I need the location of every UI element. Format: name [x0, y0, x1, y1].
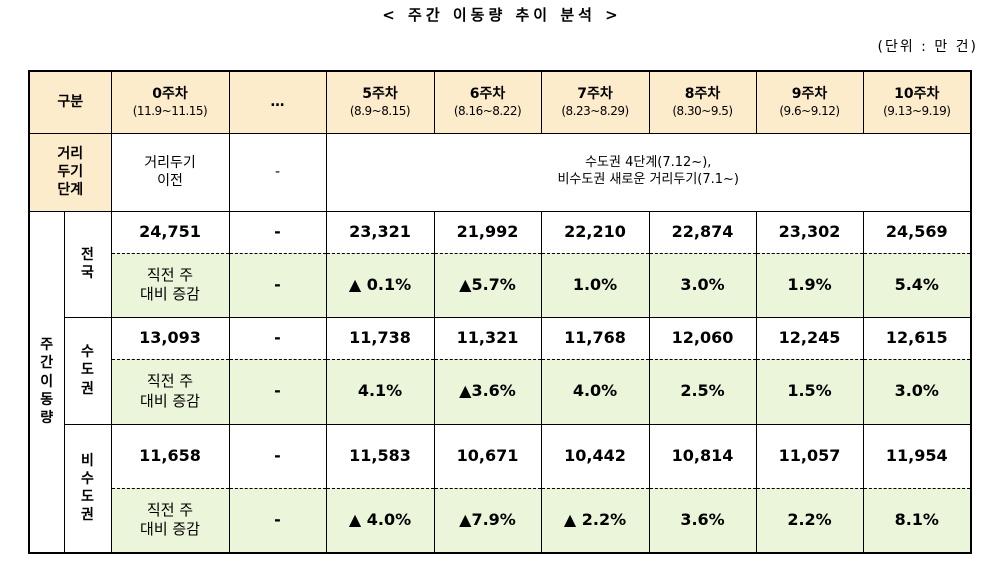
header-cell: … — [228, 70, 327, 134]
week: 8주차 — [684, 86, 721, 103]
count: 11,954 — [862, 423, 972, 489]
count: 11,768 — [540, 316, 650, 360]
title: < 주간 이동량 추이 분석 > — [382, 6, 622, 24]
count: - — [228, 316, 327, 360]
header-cell: 10주차 (9.13~9.19) — [862, 70, 972, 134]
row: 구분 0주차 (11.9~11.15)… 5주차 (8.9~8.15) 6주차 (8.16~… — [28, 70, 972, 134]
cell: 수도권 4단계(7.12~), 비수도권 새로운 거리두기(7.1~) — [325, 132, 972, 212]
header-cell: 9주차 (9.6~9.12) — [755, 70, 864, 134]
change: ▲ 4.0% — [325, 487, 435, 554]
period: (11.9~11.15) — [132, 103, 208, 118]
group-label: 주 간 이 동 량 — [28, 210, 65, 554]
count: 10,442 — [540, 423, 650, 489]
count: - — [228, 423, 327, 489]
count: 11,658 — [110, 423, 230, 489]
change: 1.5% — [755, 358, 864, 425]
period: (9.6~9.12) — [779, 103, 840, 118]
count: 23,321 — [325, 210, 435, 254]
count: 11,057 — [755, 423, 864, 489]
week: 0주차 — [152, 86, 188, 103]
count: 24,569 — [862, 210, 972, 254]
change: 8.1% — [862, 487, 972, 554]
count: 12,245 — [755, 316, 864, 360]
period: (8.16~8.22) — [453, 103, 522, 118]
row: 거리 두기 단계 거리두기 이전 - 수도권 4단계(7.12~), 비수도권 새로운… — [28, 132, 972, 212]
change: 1.9% — [755, 252, 864, 318]
row: 수 도 권 13,093-11,738 11,321 11,768 12,060 12,2… — [29, 316, 972, 425]
change: ▲ 2.2% — [540, 487, 650, 554]
count: 23,302 — [755, 210, 864, 254]
week: 10주차 — [894, 86, 940, 103]
distancing-label: 거리 두기 단계 — [28, 132, 112, 212]
count: 21,992 — [433, 210, 542, 254]
header-cell: 6주차 (8.16~8.22) — [433, 70, 542, 134]
change-label: 직전 주 대비 증감 — [110, 358, 230, 425]
count: 13,093 — [110, 316, 230, 360]
header-label: 구분 — [28, 70, 112, 134]
period: (8.9~8.15) — [349, 103, 411, 118]
change: 4.1% — [325, 358, 435, 425]
count: 10,814 — [648, 423, 757, 489]
change: 4.0% — [540, 358, 650, 425]
change: - — [228, 252, 327, 318]
region-name: 수 도 권 — [63, 316, 112, 425]
week: … — [270, 94, 285, 111]
week: 9주차 — [791, 86, 828, 103]
count: 11,583 — [325, 423, 435, 489]
region-name: 전 국 — [63, 210, 112, 318]
header-cell: 8주차 (8.30~9.5) — [648, 70, 757, 134]
week: 6주차 — [469, 86, 506, 103]
change: 2.2% — [755, 487, 864, 554]
row: 직전 주 대비 증감 - ▲ 0.1% ▲5.7% 1.0% 3.0% 1.9% 5.4% — [29, 252, 972, 318]
change: ▲3.6% — [433, 358, 542, 425]
change: ▲5.7% — [433, 252, 542, 318]
count: 10,671 — [433, 423, 542, 489]
change-label: 직전 주 대비 증감 — [110, 252, 230, 318]
change: - — [228, 358, 327, 425]
count: 22,210 — [540, 210, 650, 254]
count: 22,874 — [648, 210, 757, 254]
week: 7주차 — [577, 86, 613, 103]
count: - — [228, 210, 327, 254]
change: 3.0% — [648, 252, 757, 318]
change-label: 직전 주 대비 증감 — [110, 487, 230, 554]
unit: (단위 : 만 건) — [877, 39, 978, 55]
cell: - — [228, 132, 327, 212]
cell: 거리두기 이전 — [110, 132, 230, 212]
change: ▲7.9% — [433, 487, 542, 554]
row: 비 수 도 권 11,658-11,583 10,671 10,442 10,814 11… — [29, 423, 972, 554]
count: 12,615 — [862, 316, 972, 360]
change: 5.4% — [862, 252, 972, 318]
count: 11,321 — [433, 316, 542, 360]
count: 12,060 — [648, 316, 757, 360]
region-name: 비 수 도 권 — [63, 423, 112, 554]
period: (8.23~8.29) — [561, 103, 629, 118]
week: 5주차 — [362, 86, 398, 103]
period: (8.30~9.5) — [672, 103, 733, 118]
period: (9.13~9.19) — [883, 103, 951, 118]
count: 24,751 — [110, 210, 230, 254]
change: - — [228, 487, 327, 554]
change: ▲ 0.1% — [325, 252, 435, 318]
change: 3.0% — [862, 358, 972, 425]
header-cell: 0주차 (11.9~11.15) — [110, 70, 230, 134]
table: 구분 0주차 (11.9~11.15)… 5주차 (8.9~8.15) 6주차 (8.16~… — [28, 70, 972, 554]
row: 직전 주 대비 증감 - ▲ 4.0% ▲7.9% ▲ 2.2% 3.6% 2.2% 8.1% — [29, 487, 972, 554]
change: 1.0% — [540, 252, 650, 318]
row: 직전 주 대비 증감 -4.1% ▲3.6% 4.0% 2.5% 1.5% 3.0% — [29, 358, 972, 425]
count: 11,738 — [325, 316, 435, 360]
header-cell: 5주차 (8.9~8.15) — [325, 70, 435, 134]
change: 2.5% — [648, 358, 757, 425]
change: 3.6% — [648, 487, 757, 554]
header-cell: 7주차 (8.23~8.29) — [540, 70, 650, 134]
